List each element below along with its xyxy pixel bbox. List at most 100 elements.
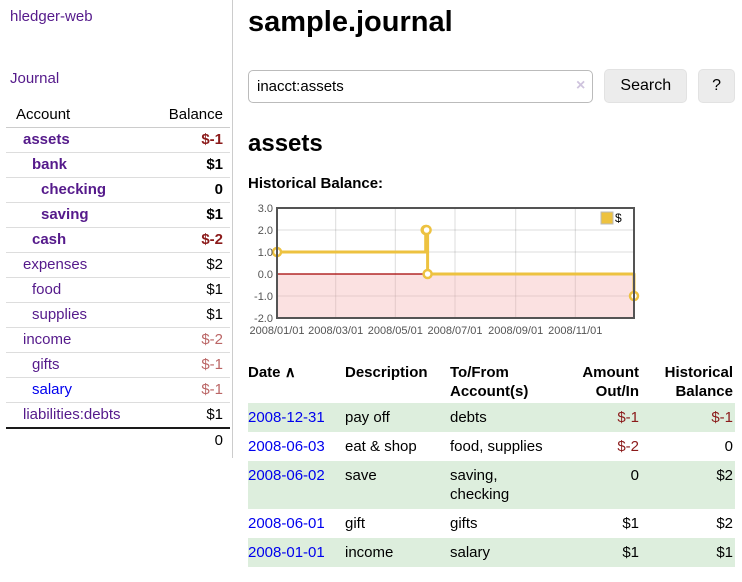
account-link[interactable]: salary [32, 381, 73, 398]
transaction-row: 2008-12-31 pay off debts $-1 $-1 [248, 403, 735, 432]
account-link[interactable]: saving [41, 206, 89, 223]
account-link[interactable]: income [23, 331, 72, 348]
column-header-amount: Amount Out/In [582, 364, 639, 400]
transactions-table-body: 2008-12-31 pay off debts $-1 $-1 2008-06-03 ea… [248, 403, 735, 567]
transaction-balance: $-1 [711, 409, 733, 426]
account-balance: $-2 [151, 227, 230, 253]
svg-text:2008/03/01: 2008/03/01 [308, 325, 363, 337]
account-link[interactable]: cash [32, 231, 67, 248]
historical-balance-chart: $3.0 2.0 1.0 0.0 -1.0 -2.0 2008/01/01 2008/03/0… [248, 202, 735, 342]
transactions-table: Date ∧ Description To/From Account(s) Am… [248, 361, 735, 567]
transaction-amount: $1 [622, 544, 639, 561]
page-title: sample.journal [248, 6, 453, 38]
svg-text:0.0: 0.0 [258, 269, 273, 281]
transaction-row: 2008-06-02 save saving, checking 0 $2 [248, 461, 735, 509]
svg-text:-2.0: -2.0 [254, 313, 273, 325]
transaction-balance: $2 [716, 467, 733, 484]
transaction-date-link[interactable]: 2008-06-03 [248, 438, 325, 455]
accounts-header-row: Account Balance [6, 103, 230, 128]
accounts-total-spacer [6, 427, 152, 453]
account-link[interactable]: gifts [32, 356, 60, 373]
account-balance: $-1 [151, 377, 230, 403]
transaction-description: eat & shop [345, 438, 417, 455]
search-input[interactable] [248, 69, 594, 103]
account-row: bank $1 [6, 152, 230, 178]
svg-text:2.0: 2.0 [258, 225, 273, 237]
column-header-date[interactable]: Date ∧ [248, 364, 296, 381]
account-row: income $-2 [6, 327, 230, 353]
search-input-wrap: × [248, 69, 594, 103]
transaction-description: pay off [345, 409, 390, 426]
chart-title: Historical Balance: [248, 175, 384, 192]
transaction-accounts: debts [450, 409, 487, 426]
account-link[interactable]: liabilities:debts [23, 406, 121, 423]
account-row: expenses $2 [6, 252, 230, 278]
transaction-balance: $1 [716, 544, 733, 561]
account-link[interactable]: assets [23, 131, 70, 148]
svg-text:-1.0: -1.0 [254, 291, 273, 303]
transaction-description: save [345, 467, 377, 484]
svg-text:$: $ [615, 211, 622, 225]
svg-text:2008/07/01: 2008/07/01 [427, 325, 482, 337]
transaction-accounts: food, supplies [450, 438, 543, 455]
account-link[interactable]: supplies [32, 306, 88, 323]
search-button[interactable]: Search [604, 69, 688, 103]
sidebar: hledger-web Journal Account Balance asse… [0, 0, 233, 458]
account-balance: $1 [151, 402, 230, 429]
account-row: gifts $-1 [6, 352, 230, 378]
transaction-date-link[interactable]: 2008-06-02 [248, 467, 325, 484]
account-heading: assets [248, 130, 323, 157]
clear-search-icon[interactable]: × [576, 76, 586, 94]
account-balance: $-2 [151, 327, 230, 353]
svg-text:2008/01/01: 2008/01/01 [249, 325, 304, 337]
sidebar-item-journal[interactable]: Journal [10, 70, 60, 87]
column-header-accounts: To/From Account(s) [450, 364, 529, 400]
transaction-amount: 0 [630, 467, 639, 484]
search-bar: × Search ? [248, 69, 735, 103]
transaction-description: gift [345, 515, 366, 532]
account-row: cash $-2 [6, 227, 230, 253]
account-link[interactable]: checking [41, 181, 107, 198]
account-balance: $-1 [151, 127, 230, 153]
account-row: salary $-1 [6, 377, 230, 403]
svg-text:2008/09/01: 2008/09/01 [488, 325, 543, 337]
column-header-balance: Historical Balance [664, 364, 733, 400]
svg-text:3.0: 3.0 [258, 203, 273, 215]
accounts-header-balance: Balance [151, 103, 230, 128]
transaction-amount: $-1 [617, 409, 639, 426]
help-button[interactable]: ? [698, 69, 735, 103]
svg-text:2008/05/01: 2008/05/01 [368, 325, 423, 337]
main-content: sample.journal × Search ? assets Histori… [248, 0, 735, 567]
transaction-row: 2008-06-03 eat & shop food, supplies $-2 0 [248, 432, 735, 461]
accounts-table: Account Balance assets $-1 bank $1 checking 0… [6, 103, 230, 453]
account-link[interactable]: bank [32, 156, 68, 173]
account-row: saving $1 [6, 202, 230, 228]
app-title-link[interactable]: hledger-web [10, 8, 93, 25]
transaction-date-link[interactable]: 2008-12-31 [248, 409, 325, 426]
transaction-accounts: salary [450, 544, 491, 561]
account-balance: $1 [151, 302, 230, 328]
account-balance: $1 [151, 152, 230, 178]
account-balance: $-1 [151, 352, 230, 378]
svg-text:2008/11/01: 2008/11/01 [548, 325, 602, 337]
transactions-header-row: Date ∧ Description To/From Account(s) Am… [248, 361, 735, 403]
account-link[interactable]: expenses [23, 256, 88, 273]
transaction-date-link[interactable]: 2008-06-01 [248, 515, 325, 532]
transaction-amount: $1 [622, 515, 639, 532]
svg-text:1.0: 1.0 [258, 247, 273, 259]
account-link[interactable]: food [32, 281, 62, 298]
account-row: liabilities:debts $1 [6, 402, 230, 429]
transaction-date-link[interactable]: 2008-01-01 [248, 544, 325, 561]
transaction-row: 2008-06-01 gift gifts $1 $2 [248, 509, 735, 538]
accounts-table-body: assets $-1 bank $1 checking 0 saving $1 cash $-2 e… [6, 127, 230, 429]
transaction-description: income [345, 544, 394, 561]
account-row: supplies $1 [6, 302, 230, 328]
transaction-accounts: saving, checking [450, 467, 510, 503]
transaction-balance: 0 [724, 438, 733, 455]
account-balance: $1 [151, 277, 230, 303]
accounts-total-row: 0 [6, 427, 230, 453]
account-row: food $1 [6, 277, 230, 303]
column-header-description: Description [345, 364, 428, 381]
transaction-row: 2008-01-01 income salary $1 $1 [248, 538, 735, 567]
